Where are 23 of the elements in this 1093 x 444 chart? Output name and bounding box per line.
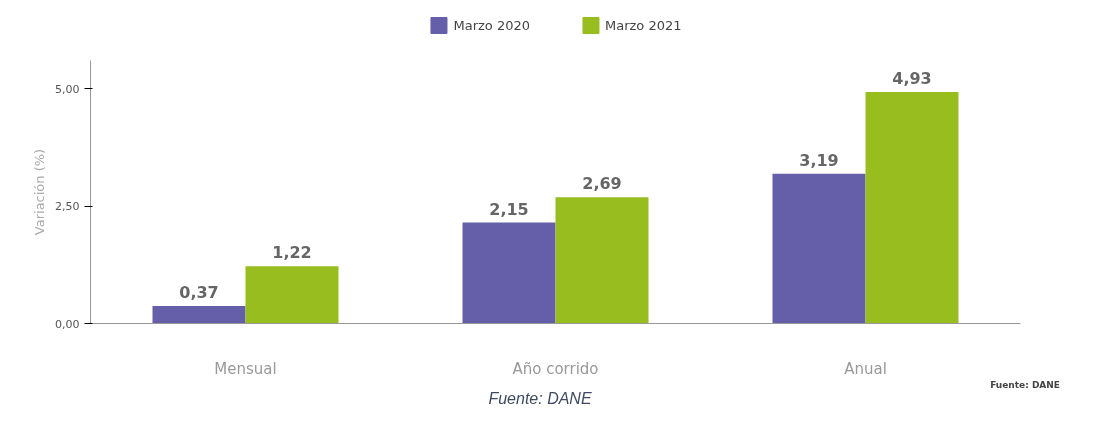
y-tick-label: 0,00 [55,317,80,331]
x-tick-label: Mensual [214,359,277,378]
x-tick-label: Anual [844,359,887,378]
data-label: 3,19 [799,150,839,170]
data-label: 2,69 [582,174,622,194]
data-label: 2,15 [489,199,529,219]
legend-label: Marzo 2021 [605,17,682,33]
source-note: Fuente: DANE [487,390,593,408]
bar [462,222,556,324]
bar [245,266,339,324]
legend-label: Marzo 2020 [453,17,530,33]
source-note: Fuente: DANE [989,380,1060,390]
data-label: 1,22 [272,243,312,263]
bar [555,197,649,324]
bar [865,91,959,324]
x-tick-label: Año corrido [512,359,599,378]
bar [772,173,866,324]
bar [152,306,246,324]
y-tick-label: 5,00 [55,82,80,96]
y-axis-title: Variación (%) [32,148,48,236]
data-label: 4,93 [892,68,932,88]
data-label: 0,37 [179,283,219,303]
y-tick-label: 2,50 [55,200,80,214]
